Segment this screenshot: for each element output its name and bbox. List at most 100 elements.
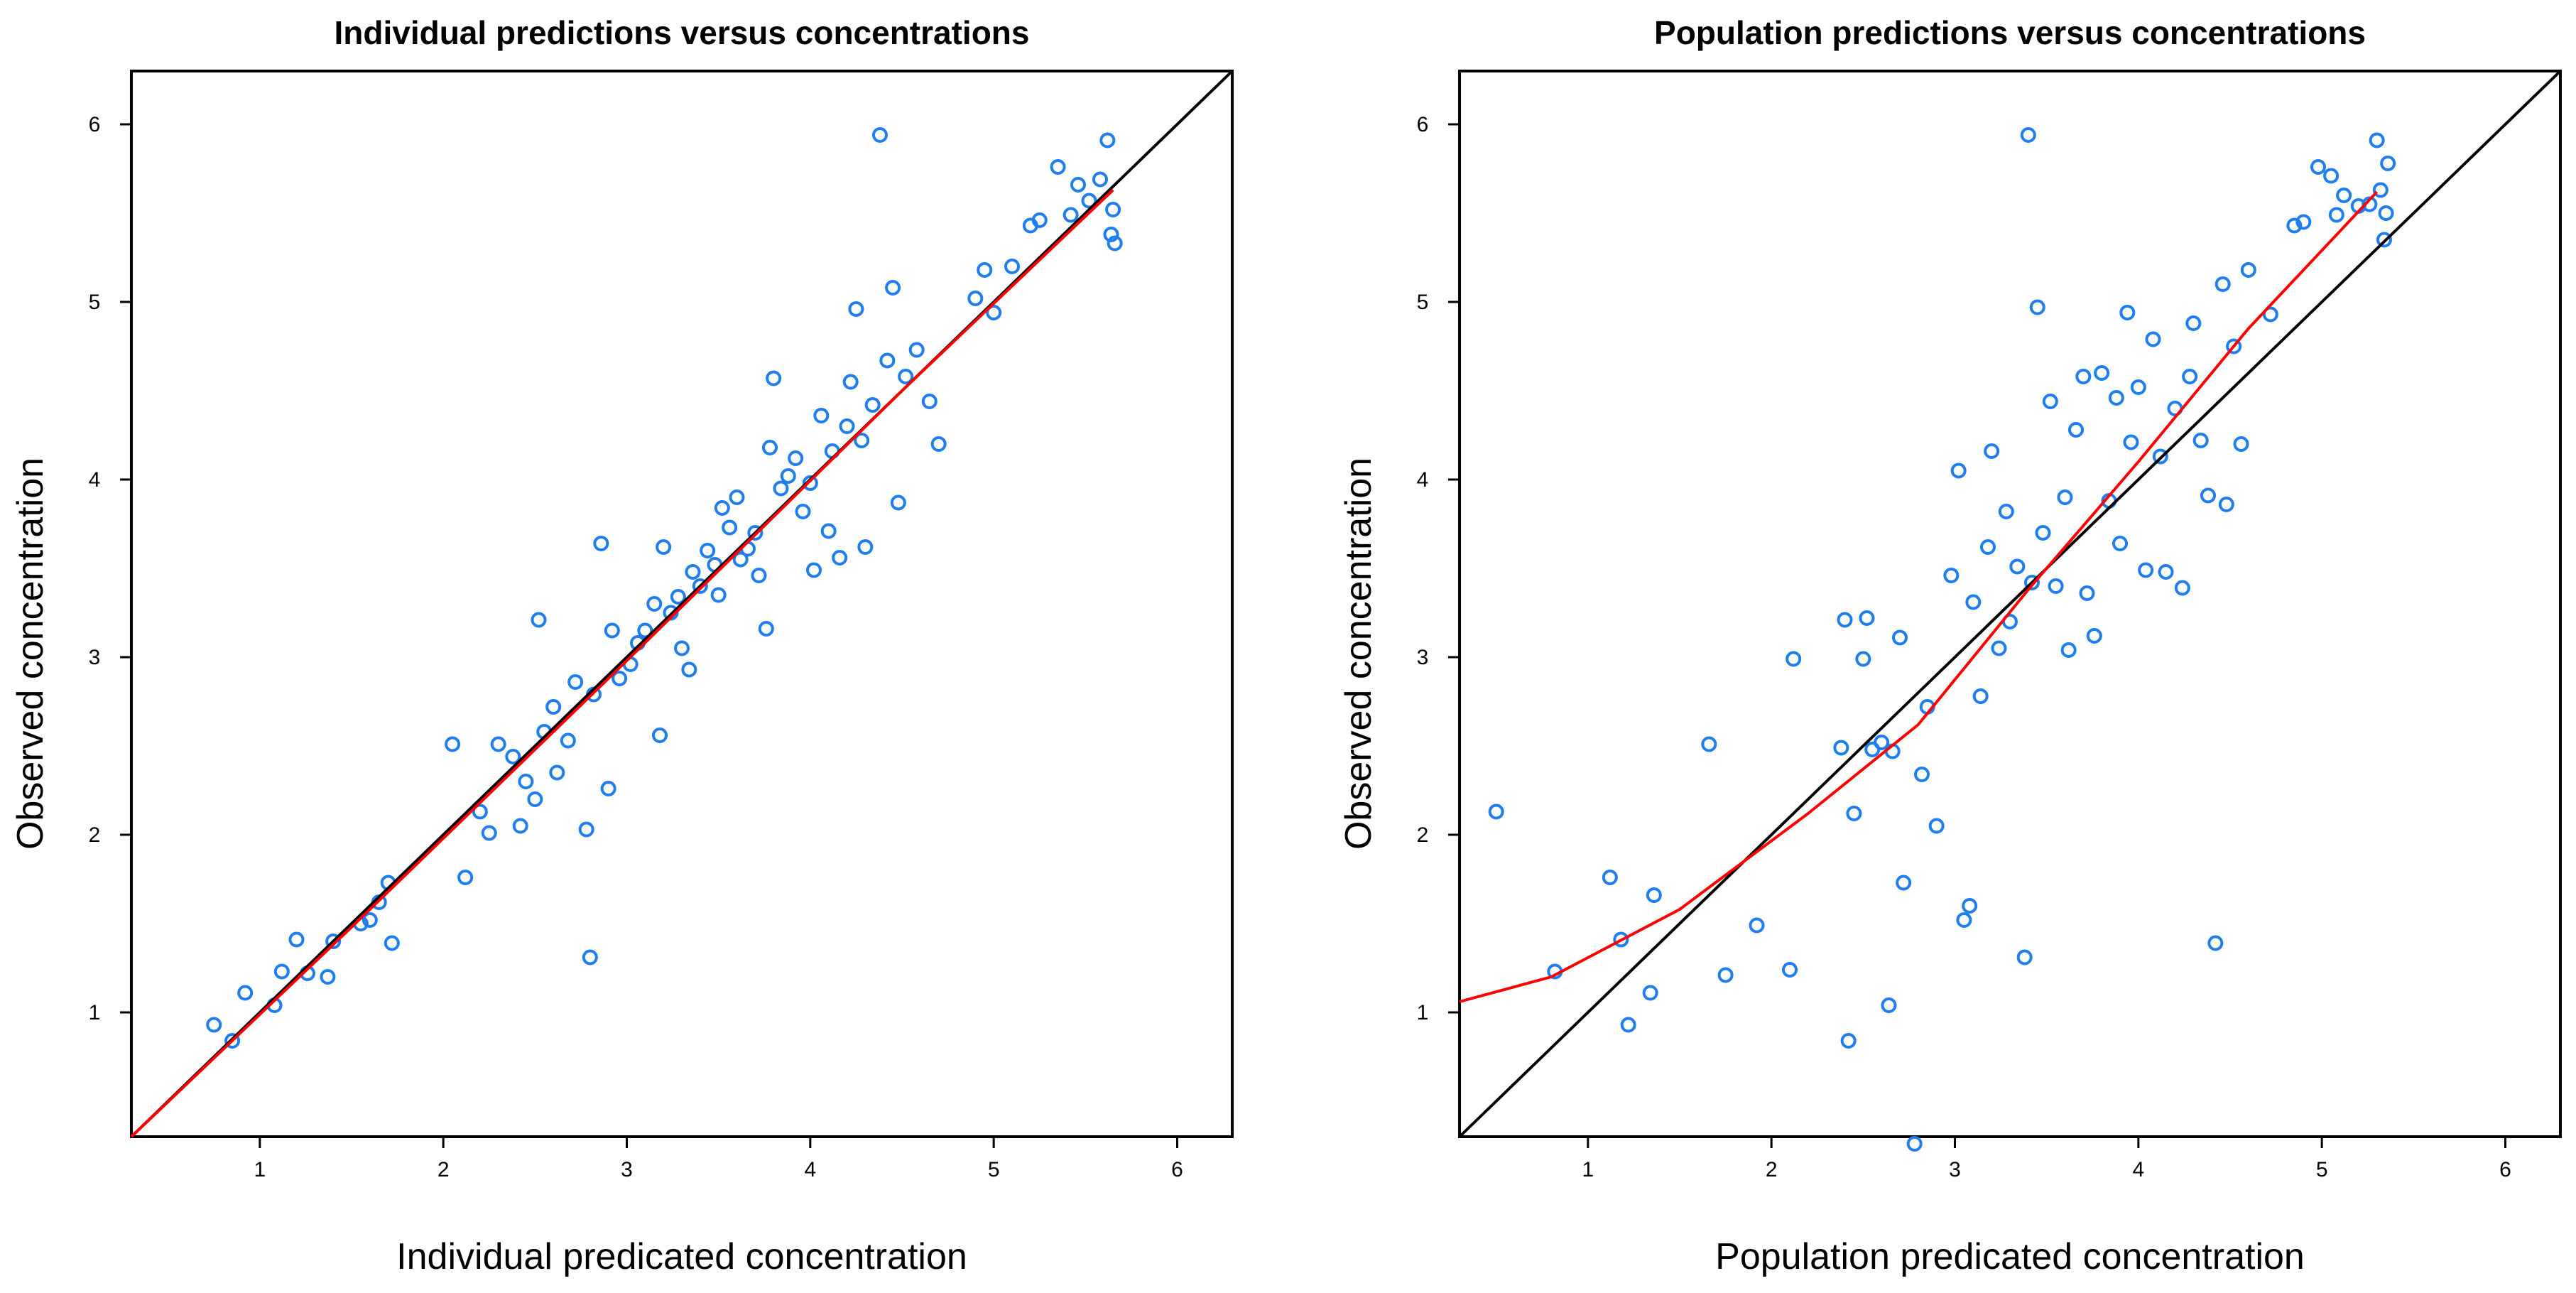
axis-ticks: 1 2 3 4 5 6 1 2 3 4 5 6 [1417,113,2511,1181]
data-point [1063,207,1079,223]
data-point [1892,629,1908,646]
data-point [921,394,938,409]
data-point [612,671,628,686]
data-point [560,732,576,749]
data-point [531,612,547,628]
data-point [1962,898,1978,914]
data-point [977,262,993,278]
data-point [2182,369,2198,384]
data-point [848,301,864,317]
data-point [2214,276,2231,292]
y-tick-label: 1 [1417,1001,1429,1024]
data-point [2042,394,2058,409]
y-tick-label: 5 [89,291,101,314]
data-point [2075,369,2092,384]
x-axis-label: Individual predicated concentration [396,1236,967,1277]
data-point [1896,875,1912,891]
y-tick-label: 5 [1417,291,1429,314]
data-point [908,342,925,358]
data-point [854,433,870,448]
data-point [762,440,778,455]
data-point [2369,132,2385,148]
data-point [1914,767,1930,782]
identity-line [130,70,1234,1138]
data-point [652,727,668,743]
data-point [864,397,881,413]
data-point [1749,917,1765,934]
data-point [1031,212,1048,228]
data-point [549,764,565,781]
y-axis-label: Observed concentration [1338,458,1379,850]
data-point [700,543,716,558]
data-point [2123,434,2139,450]
x-tick-label: 4 [804,1158,816,1181]
data-point [1998,504,2014,519]
data-point [930,436,947,452]
data-point [714,500,730,516]
data-point [481,825,497,841]
data-point [2286,217,2303,234]
data-point [1855,651,1871,667]
data-point [732,551,749,568]
data-point [2029,299,2045,315]
data-point [1840,1033,1857,1049]
data-point [2185,315,2202,331]
x-tick-label: 6 [1171,1158,1183,1181]
data-point [2378,205,2394,221]
x-tick-label: 6 [2499,1158,2511,1181]
x-tick-label: 1 [1582,1158,1594,1181]
data-point [1717,967,1734,983]
data-point [2240,262,2256,278]
data-point [670,589,686,605]
data-point [2024,575,2040,590]
data-point [1004,259,1020,274]
data-point [820,523,837,539]
data-point [1099,132,1116,148]
data-point [1991,640,2007,656]
y-tick-label: 4 [89,468,101,492]
data-point [1613,931,1629,948]
data-point [646,596,663,612]
data-point [872,127,888,143]
data-point [1782,962,1798,978]
data-point [2295,214,2312,230]
data-point [2192,433,2209,448]
data-point [593,536,609,551]
data-point [604,622,620,639]
data-point [1980,539,1996,555]
data-point [490,736,506,752]
data-point [1972,688,1989,704]
data-point [2130,379,2146,395]
data-point [1943,568,1960,583]
data-points [206,127,1123,1049]
data-point [885,280,901,296]
data-point [1906,1136,1923,1152]
data-point [1881,997,1897,1013]
plot-frame [1458,70,2562,1138]
data-point [890,494,906,511]
data-point [2035,525,2051,541]
data-point [2158,564,2174,580]
chart-title: Population predictions versus concentrat… [1654,14,2366,51]
x-tick-label: 2 [438,1158,450,1181]
y-tick-label: 2 [1417,823,1429,847]
x-axis-label: Population predicated concentration [1715,1236,2305,1277]
data-point [751,568,767,583]
data-point [795,504,811,519]
data-point [2200,487,2216,504]
smooth-line [1459,190,2379,1003]
data-point [2060,642,2077,658]
data-point [2372,182,2388,198]
data-point [710,587,727,603]
x-tick-label: 3 [1949,1158,1961,1181]
data-point [2079,585,2095,601]
data-point [1846,806,1862,821]
data-point [545,699,562,715]
data-point [2009,558,2026,575]
data-point [527,791,543,807]
data-point [898,369,914,384]
data-point [1837,612,1853,628]
data-point [1928,818,1945,834]
y-tick-label: 3 [1417,646,1429,669]
y-axis-label: Observed concentration [10,458,51,850]
